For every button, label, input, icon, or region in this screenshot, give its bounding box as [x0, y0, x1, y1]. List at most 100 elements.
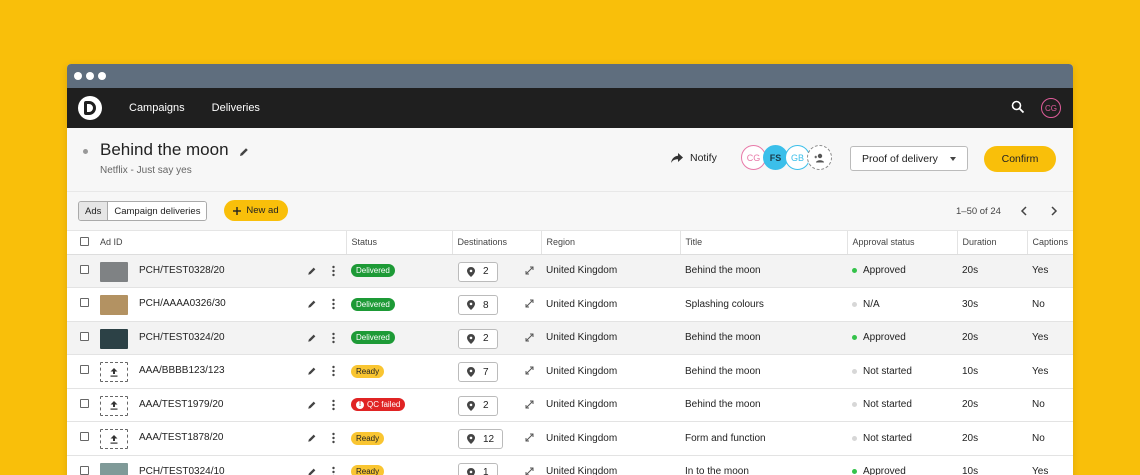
upload-placeholder[interactable]	[100, 429, 128, 449]
row-checkbox[interactable]	[80, 298, 89, 308]
column-header-region[interactable]: Region	[541, 231, 681, 255]
pencil-icon[interactable]	[307, 366, 317, 376]
row-checkbox[interactable]	[80, 398, 89, 408]
nav-link-deliveries[interactable]: Deliveries	[211, 102, 260, 114]
expand-icon[interactable]	[525, 299, 534, 308]
destinations-button[interactable]: 2	[458, 395, 498, 416]
pencil-icon[interactable]	[307, 467, 317, 475]
ad-id[interactable]: PCH/TEST0328/20	[139, 264, 225, 276]
ad-id-cell: AAA/TEST1878/20	[95, 421, 346, 456]
add-collaborator-button[interactable]	[807, 145, 832, 170]
row-checkbox[interactable]	[80, 465, 89, 475]
status-label: Delivered	[356, 266, 390, 276]
pencil-icon[interactable]	[238, 146, 250, 158]
tab-campaign-deliveries[interactable]: Campaign deliveries	[108, 202, 207, 220]
expand-icon[interactable]	[525, 400, 534, 409]
status-cell: Delivered	[346, 321, 452, 355]
approval-status: Approved	[863, 466, 906, 475]
more-vertical-icon[interactable]	[332, 399, 335, 411]
app-logo-icon[interactable]	[78, 96, 102, 120]
ad-id[interactable]: AAA/TEST1878/20	[139, 432, 224, 443]
chevron-right-icon[interactable]	[1049, 205, 1059, 217]
table-row[interactable]: PCH/TEST0324/10 Ready 1 United Kingdom In to…	[67, 455, 1073, 475]
more-vertical-icon[interactable]	[332, 298, 335, 310]
table-row[interactable]: PCH/AAAA0326/30 Delivered 8 United Kingdom S…	[67, 287, 1073, 322]
ad-thumbnail[interactable]	[100, 295, 128, 315]
pencil-icon[interactable]	[307, 433, 317, 443]
tab-ads[interactable]: Ads	[79, 202, 109, 220]
window-dot-1	[74, 72, 82, 80]
column-header-ad-id[interactable]: Ad ID	[95, 231, 347, 255]
ad-thumbnail[interactable]	[100, 261, 128, 282]
destinations-button[interactable]: 1	[458, 462, 498, 475]
ad-id[interactable]: AAA/BBBB123/123	[139, 365, 225, 376]
status-cell: Ready	[346, 354, 452, 389]
ad-id[interactable]: PCH/AAAA0326/30	[139, 298, 226, 309]
more-vertical-icon[interactable]	[332, 332, 335, 344]
notify-button[interactable]: Notify	[671, 152, 717, 164]
select-all-checkbox[interactable]	[80, 236, 89, 246]
expand-icon[interactable]	[525, 433, 534, 442]
duration-cell: 30s	[957, 287, 1027, 322]
row-checkbox[interactable]	[80, 264, 89, 274]
more-vertical-icon[interactable]	[332, 365, 335, 377]
row-checkbox[interactable]	[80, 432, 89, 442]
title-cell: Behind the moon	[680, 321, 847, 355]
approval-status-dot	[852, 268, 857, 274]
column-header-status[interactable]: Status	[346, 231, 453, 255]
column-header-duration[interactable]: Duration	[957, 231, 1028, 255]
pencil-icon[interactable]	[307, 266, 317, 276]
upload-icon	[110, 434, 118, 444]
upload-placeholder[interactable]	[100, 362, 128, 382]
ad-id[interactable]: PCH/TEST0324/10	[139, 465, 225, 475]
column-header-approval-status[interactable]: Approval status	[847, 231, 958, 255]
destinations-cell: 2	[452, 321, 541, 355]
ad-id[interactable]: AAA/TEST1979/20	[139, 398, 224, 410]
confirm-button[interactable]: Confirm	[984, 146, 1056, 172]
chevron-left-icon[interactable]	[1019, 205, 1029, 217]
column-header-title[interactable]: Title	[680, 231, 848, 255]
expand-icon[interactable]	[525, 333, 534, 342]
table-row[interactable]: PCH/TEST0328/20 Delivered 2 United Kingdom B…	[67, 254, 1073, 288]
status-badge: Delivered	[351, 331, 395, 345]
ad-thumbnail[interactable]	[100, 462, 128, 475]
expand-icon[interactable]	[525, 467, 534, 475]
approval-status: Not started	[863, 432, 912, 444]
expand-icon[interactable]	[525, 366, 534, 375]
pencil-icon[interactable]	[307, 299, 317, 309]
new-ad-button[interactable]: New ad	[224, 200, 288, 221]
ad-id[interactable]: PCH/TEST0324/20	[139, 331, 225, 343]
avatar[interactable]: FS	[763, 145, 788, 170]
pencil-icon[interactable]	[307, 333, 317, 343]
destinations-count: 2	[483, 333, 489, 344]
row-checkbox[interactable]	[80, 365, 89, 375]
nav-link-campaigns[interactable]: Campaigns	[129, 102, 185, 114]
column-header-captions[interactable]: Captions	[1027, 231, 1073, 255]
search-icon[interactable]	[1011, 100, 1025, 114]
table-row[interactable]: PCH/TEST0324/20 Delivered 2 United Kingdom B…	[67, 321, 1073, 355]
destinations-cell: 7	[452, 354, 541, 389]
table-row[interactable]: AAA/TEST1878/20 Ready 12 United Kingdom Form…	[67, 421, 1073, 456]
region-cell: United Kingdom	[541, 321, 680, 355]
destinations-button[interactable]: 2	[458, 328, 498, 349]
status-badge: ! QC failed	[351, 398, 406, 412]
user-avatar[interactable]: CG	[1041, 98, 1061, 118]
destinations-button[interactable]: 7	[458, 362, 498, 382]
upload-placeholder[interactable]	[100, 395, 128, 416]
add-person-icon	[814, 153, 824, 162]
more-vertical-icon[interactable]	[332, 432, 335, 444]
destinations-button[interactable]: 12	[458, 429, 504, 449]
more-vertical-icon[interactable]	[332, 466, 335, 475]
table-row[interactable]: AAA/BBBB123/123 Ready 7 United Kingdom Behin…	[67, 354, 1073, 389]
avatar[interactable]: CG	[741, 145, 766, 170]
table-row[interactable]: AAA/TEST1979/20! QC failed 2 United Kingdom…	[67, 388, 1073, 422]
destinations-button[interactable]: 8	[458, 295, 498, 315]
column-header-destinations[interactable]: Destinations	[452, 231, 542, 255]
ad-thumbnail[interactable]	[100, 328, 128, 349]
destinations-button[interactable]: 2	[458, 261, 498, 282]
more-vertical-icon[interactable]	[332, 265, 335, 277]
proof-of-delivery-select[interactable]: Proof of delivery	[850, 146, 968, 171]
pencil-icon[interactable]	[307, 400, 317, 410]
row-checkbox[interactable]	[80, 331, 89, 341]
expand-icon[interactable]	[525, 266, 534, 275]
